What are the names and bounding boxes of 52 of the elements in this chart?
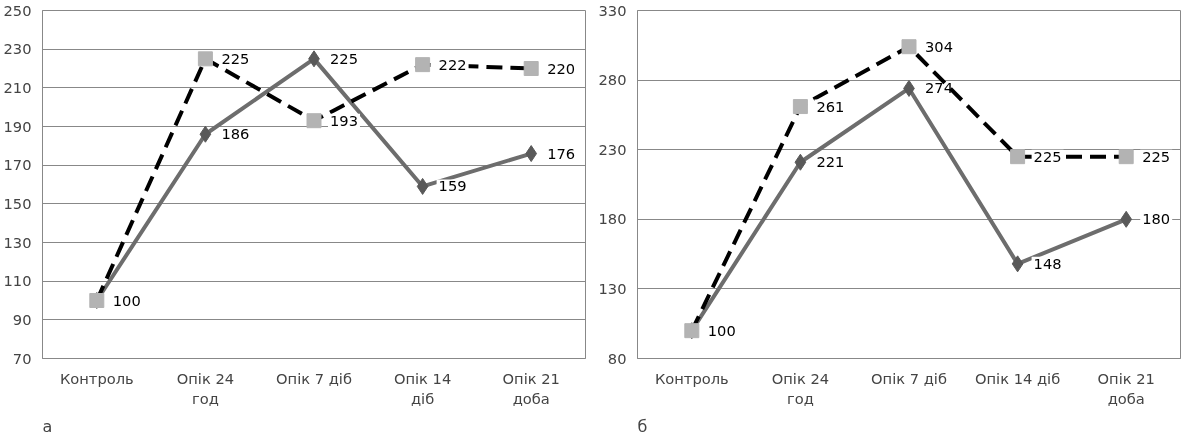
x-tick-label: Опік 7 діб xyxy=(871,369,947,387)
y-tick-label: 230 xyxy=(598,140,627,158)
data-label: 225 xyxy=(1033,147,1062,165)
data-label: 304 xyxy=(925,37,953,55)
data-label: 186 xyxy=(221,125,250,143)
point xyxy=(525,145,538,163)
y-tick-label: 330 xyxy=(598,1,627,19)
text: б xyxy=(637,416,648,436)
point xyxy=(1011,255,1024,273)
y-tick-label: 110 xyxy=(3,272,32,290)
point xyxy=(416,177,429,195)
data-label: 193 xyxy=(330,111,358,129)
point xyxy=(1120,210,1133,228)
data-label: 100 xyxy=(707,321,736,339)
data-label: 222 xyxy=(438,55,467,73)
x-tick-label: Контроль xyxy=(654,369,729,387)
y-tick-label: 280 xyxy=(598,71,627,89)
data-label: 221 xyxy=(816,153,845,171)
x-tick-label: Опік 7 діб xyxy=(276,369,352,387)
y-tick-label: 230 xyxy=(3,40,32,58)
y-tick-label: 90 xyxy=(12,310,32,328)
data-label: 225 xyxy=(221,49,250,67)
y-tick-label: 130 xyxy=(598,279,627,297)
x-tick-label: Опік 21 доба xyxy=(502,369,560,407)
y-tick-label: 210 xyxy=(3,78,32,96)
y-tick-label: 70 xyxy=(12,349,32,367)
y-tick-label: 130 xyxy=(3,233,32,251)
data-label: 225 xyxy=(1142,147,1171,165)
data-label: 180 xyxy=(1142,210,1171,228)
y-tick-label: 250 xyxy=(3,1,32,19)
point xyxy=(199,125,212,143)
data-label: 274 xyxy=(925,79,953,97)
y-tick-label: 180 xyxy=(598,210,627,228)
y-tick-label: 190 xyxy=(3,117,32,135)
data-label: 261 xyxy=(816,97,845,115)
x-tick-label: Опік 21 доба xyxy=(1097,369,1155,407)
text: а xyxy=(42,416,53,436)
data-label: 159 xyxy=(438,177,467,195)
x-tick-label: Опік 24 год xyxy=(771,369,830,407)
x-tick-label: Контроль xyxy=(59,369,134,387)
y-tick-label: 150 xyxy=(3,194,32,212)
data-label: 148 xyxy=(1033,254,1062,272)
x-tick-label: Опік 14 діб xyxy=(974,369,1061,387)
point xyxy=(794,153,807,171)
y-tick-label: 80 xyxy=(607,349,627,367)
x-tick-label: Опік 14 діб xyxy=(393,369,452,407)
data-label: 225 xyxy=(330,49,358,67)
data-label: 220 xyxy=(547,59,576,77)
y-tick-label: 170 xyxy=(3,156,32,174)
x-tick-label: Опік 24 год xyxy=(176,369,235,407)
data-label: 176 xyxy=(547,144,576,162)
data-label: 100 xyxy=(112,291,141,309)
